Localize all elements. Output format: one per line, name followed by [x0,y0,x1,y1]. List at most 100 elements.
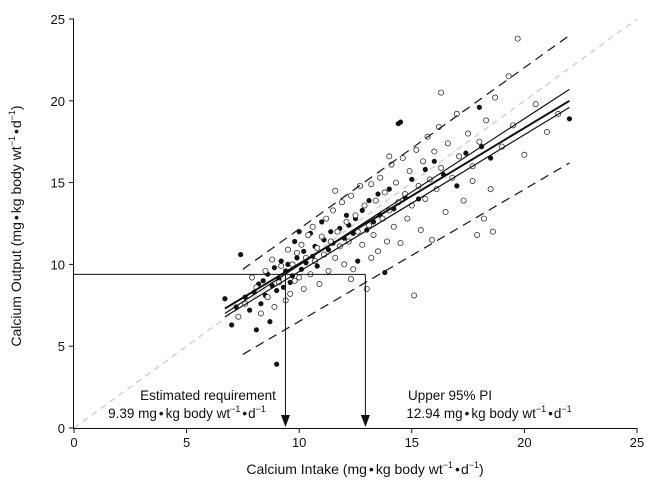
data-point-filled [454,183,460,189]
data-point-open [248,274,255,281]
data-point-filled [278,258,284,264]
data-point-open [298,241,305,248]
data-point-open [487,186,494,193]
data-point-filled [328,229,334,235]
data-point-open [377,174,384,181]
data-point-open [293,249,300,256]
data-point-filled [260,278,266,284]
data-point-open [372,197,379,204]
x-axis-title-dot: • [369,461,374,477]
data-point-open [350,266,357,273]
y-tick-label: 0 [58,421,65,436]
estimated-requirement-value: 9.39 mg • kg body wt−1 •d−1 [108,404,266,421]
data-point-open [361,202,368,209]
data-point-filled [258,301,264,307]
estimated-unit-mid: kg body wt [166,406,231,421]
estimated-exp2: −1 [256,404,266,414]
data-point-filled [397,119,404,125]
upper-unit-mid2: d [554,406,562,421]
data-point-open [465,130,472,137]
data-point-open [257,310,264,317]
data-point-open [404,215,411,222]
data-point-filled [301,248,307,254]
estimated-exp1: −1 [230,404,240,414]
data-point-open [411,292,418,299]
y-axis-title: Calcium Output (mg•kg body wt−1•d−1) [7,105,24,346]
data-point-open [489,228,496,235]
data-point-open [429,236,436,243]
data-point-filled [359,207,365,214]
y-tick-label: 15 [51,176,65,191]
data-point-open [287,290,294,297]
estimated-requirement-label: Estimated requirement [140,388,276,403]
data-point-open [399,155,406,162]
upper-pi-arrow-arrowhead [360,415,370,427]
x-axis-title-mid: kg body wt [376,461,443,477]
data-point-filled [319,219,325,225]
data-point-open [271,303,278,310]
estimated-unit-mid2: d [248,406,256,421]
data-point-filled [375,191,381,197]
data-point-open [532,101,539,108]
y-axis-title-close: ) [8,105,24,110]
data-point-filled [355,258,361,264]
upper-pi-label: Upper 95% PI [408,388,492,403]
data-point-open [278,263,285,270]
data-point-filled [274,287,280,294]
data-point-open [314,245,321,252]
fit-lines-layer [224,34,570,355]
data-point-filled [271,265,278,271]
data-point-filled [238,251,244,258]
data-point-open [368,254,375,261]
data-point-open [442,209,449,216]
data-point-filled [292,238,298,245]
x-axis-title-close: ) [479,461,484,477]
data-point-filled [274,361,280,367]
x-axis-title-dot2: • [455,461,460,477]
x-axis-title-exp1: −1 [443,460,453,470]
data-point-open [329,207,336,214]
data-point-filled [409,176,415,182]
data-point-open [492,94,499,101]
data-point-open [431,148,438,155]
regression-line [224,99,570,310]
y-tick-label: 25 [51,12,65,27]
data-point-filled [566,116,573,122]
x-axis-title-main: Calcium Intake (mg [246,461,367,477]
data-point-open [514,35,521,42]
data-point-open [469,177,476,184]
data-point-filled [253,327,260,333]
y-axis-title-main: Calcium Output (mg [8,222,24,346]
x-tick-label: 15 [405,435,419,450]
data-point-open [368,181,375,188]
lower-prediction-interval-line [242,162,570,355]
upper-unit-mid: kg body wt [471,406,536,421]
data-point-open [359,241,366,248]
data-point-filled [247,307,253,313]
data-point-open [521,151,528,158]
upper-pi-value: 12.94 mg • kg body wt−1 •d−1 [406,404,571,421]
data-point-filled [314,263,320,269]
data-point-open [505,73,512,80]
data-point-filled [382,269,388,276]
data-point-filled [422,166,428,173]
x-tick-label: 20 [517,435,531,450]
data-point-open [474,231,481,238]
data-point-open [325,267,332,274]
data-point-open [444,140,451,147]
estimated-value-num: 9.39 mg [108,406,157,421]
y-axis-title-exp2: −1 [7,110,17,120]
x-axis-title-exp2: −1 [469,460,479,470]
data-point-open [438,164,445,171]
data-point-open [386,153,393,160]
estimated-requirement-arrow-arrowhead [280,415,290,427]
y-tick-label: 20 [51,94,65,109]
data-point-open [397,240,404,247]
guide-layer [73,18,638,429]
data-point-open [343,218,350,225]
data-point-filled [267,319,273,325]
x-tick-label: 0 [70,435,77,450]
data-point-open [347,192,354,199]
